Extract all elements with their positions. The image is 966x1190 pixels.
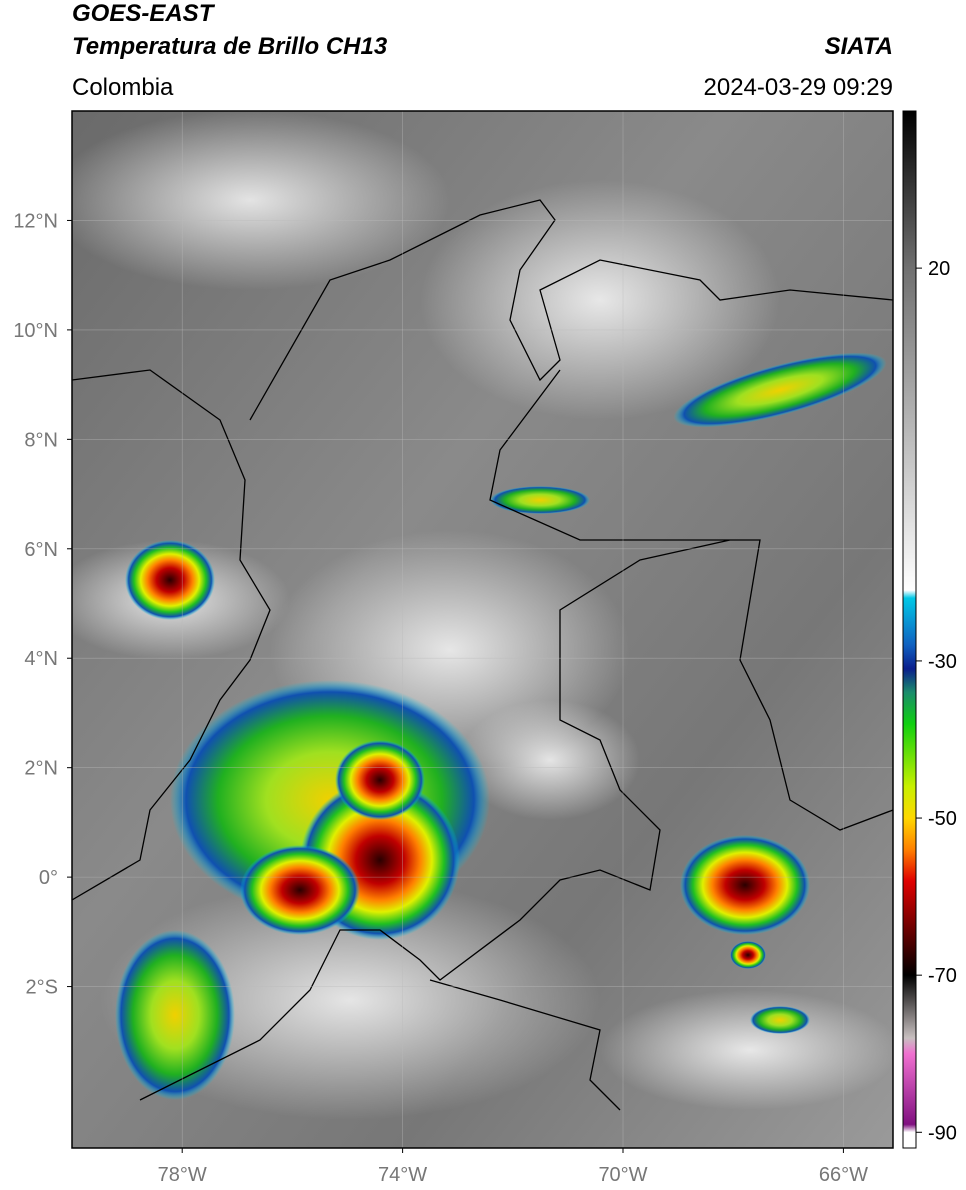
lat-tick-label: 4°N bbox=[24, 648, 58, 670]
lon-tick-label: 66°W bbox=[819, 1164, 868, 1186]
subtitle: Colombia bbox=[72, 74, 174, 101]
lat-tick-label: 6°N bbox=[24, 539, 58, 561]
colorbar-tick-label: -30 bbox=[928, 651, 957, 673]
grid bbox=[72, 111, 893, 1148]
lat-tick-label: 10°N bbox=[13, 320, 58, 342]
colorbar bbox=[902, 110, 917, 1149]
timestamp: 2024-03-29 09:29 bbox=[704, 74, 894, 101]
colorbar-tick-label: -90 bbox=[928, 1122, 957, 1144]
lon-tick-label: 74°W bbox=[378, 1164, 427, 1186]
lat-tick-label: 2°S bbox=[26, 977, 58, 999]
map-frame bbox=[71, 110, 894, 1149]
lat-tick-label: 0° bbox=[39, 867, 58, 889]
satellite-image bbox=[72, 111, 893, 1148]
title: GOES-EAST bbox=[72, 0, 216, 27]
lat-tick-label: 12°N bbox=[13, 210, 58, 232]
title: Temperatura de Brillo CH13 bbox=[72, 33, 388, 60]
borders bbox=[72, 199, 893, 1111]
colorbar-tick-label: -50 bbox=[928, 808, 957, 830]
lat-tick-label: 2°N bbox=[24, 758, 58, 780]
lon-tick-label: 78°W bbox=[158, 1164, 207, 1186]
colorbar-tick-label: 20 bbox=[928, 258, 950, 280]
lon-tick-label: 70°W bbox=[598, 1164, 647, 1186]
colorbar-tick-label: -70 bbox=[928, 965, 957, 987]
source: SIATA bbox=[825, 33, 893, 60]
lat-tick-label: 8°N bbox=[24, 429, 58, 451]
